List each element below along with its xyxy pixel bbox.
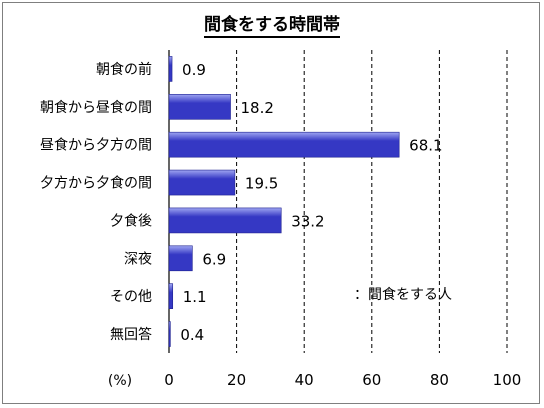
x-tick-20: 20 [227,371,246,389]
category-label-4: 夕方から夕食の間 [40,175,152,192]
value-label-5: 33.2 [291,212,324,230]
x-tick-0: 0 [164,371,174,389]
bar-5 [168,207,282,234]
category-label-5: 夕食後 [110,212,152,229]
category-label-3: 昼食から夕方の間 [40,137,152,154]
category-label-2: 朝食から昼食の間 [40,99,152,116]
value-label-2: 18.2 [241,99,274,117]
category-label-8: 無回答 [110,326,152,343]
bar-2 [168,94,231,120]
x-tick-80: 80 [430,371,449,389]
category-label-6: 深夜 [124,251,152,267]
value-label-6: 6.9 [202,250,226,268]
bar-4 [168,169,236,196]
chart-frame [2,2,540,404]
value-label-4: 19.5 [245,175,278,193]
unit-label: (%) [108,373,132,389]
bar-1 [168,56,173,82]
value-label-1: 0.9 [182,61,206,79]
chart-title: 間食をする時間帯 [0,10,544,38]
legend-label: ：間食をする人 [354,286,452,303]
bar-8 [168,321,171,347]
category-label-7: その他 [110,289,152,305]
bar-7 [168,283,174,309]
value-label-3: 68.1 [409,137,442,155]
x-tick-60: 60 [362,371,381,389]
x-tick-40: 40 [295,371,314,389]
value-label-8: 0.4 [180,326,204,344]
bar-3 [168,131,400,158]
value-label-7: 1.1 [183,288,207,306]
bar-6 [168,245,193,272]
x-tick-100: 100 [493,371,522,389]
category-label-1: 朝食の前 [96,61,152,78]
